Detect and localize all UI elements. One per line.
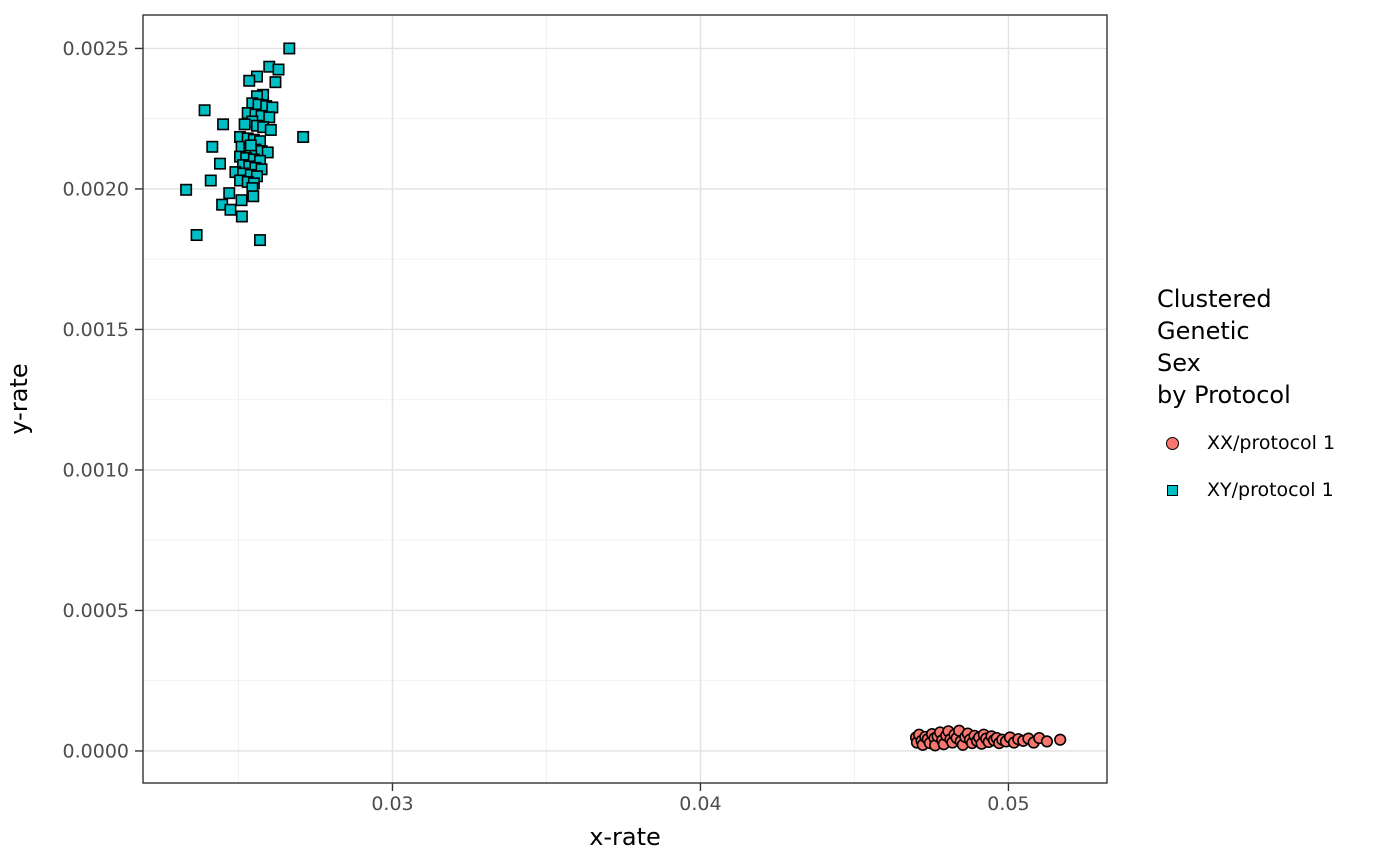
data-point-square [238,118,251,131]
y-tick-label: 0.0005 [63,600,129,622]
data-point-square [283,42,296,55]
grid-minor [143,15,1107,783]
legend-item-label: XY/protocol 1 [1207,479,1334,501]
panel-border [142,14,1108,784]
data-point-square [206,140,219,153]
data-point-square [204,174,217,187]
data-point-square [244,139,257,152]
data-point-square [217,118,230,131]
data-point-square [198,104,211,117]
data-point-square [223,187,236,200]
data-point-square [243,74,256,87]
data-points [180,42,1067,752]
x-tick-label: 0.03 [371,793,413,815]
y-tick-label: 0.0015 [63,319,129,341]
data-point-square [224,203,237,216]
y-tick-label: 0.0000 [63,740,129,762]
data-point-square [180,183,193,196]
legend-title: Clustered Genetic Sex by Protocol [1157,285,1291,409]
axis-ticks [135,47,1010,791]
data-point-square [269,76,282,89]
x-axis-title: x-rate [589,823,661,851]
data-point-circle [1054,733,1067,746]
data-point-square [190,229,203,242]
data-point-square [247,190,260,203]
data-point-square [235,210,248,223]
legend-key [1165,484,1179,496]
legend: Clustered Genetic Sex by Protocol XX/pro… [1157,283,1397,501]
legend-item-label: XX/protocol 1 [1207,432,1336,454]
legend-key [1165,436,1179,450]
grid-major [143,15,1107,783]
data-point-square [235,194,248,207]
y-tick-label: 0.0010 [63,459,129,481]
data-point-square [266,101,279,114]
legend-item-xx-protocol-1: XX/protocol 1 [1157,432,1397,454]
data-point-square [263,111,276,124]
data-point-square [213,157,226,170]
y-tick-label: 0.0025 [63,38,129,60]
data-point-square [297,130,310,143]
data-point-square [272,63,285,76]
legend-items: XX/protocol 1 XY/protocol 1 [1157,432,1397,501]
x-tick-label: 0.04 [679,793,721,815]
square-marker-icon [1166,484,1178,496]
data-point-square [254,234,267,247]
axis-tick-labels: 0.03 0.04 0.05 0.0000 0.0005 0.0010 0.0015 0.00… [63,38,1030,815]
y-tick-label: 0.0020 [63,178,129,200]
legend-item-xy-protocol-1: XY/protocol 1 [1157,479,1397,501]
data-point-square [264,123,277,136]
x-tick-label: 0.05 [987,793,1029,815]
data-point-square [261,146,274,159]
circle-marker-icon [1165,436,1179,450]
data-point-circle [1040,735,1054,748]
y-axis-title: y-rate [5,363,33,434]
